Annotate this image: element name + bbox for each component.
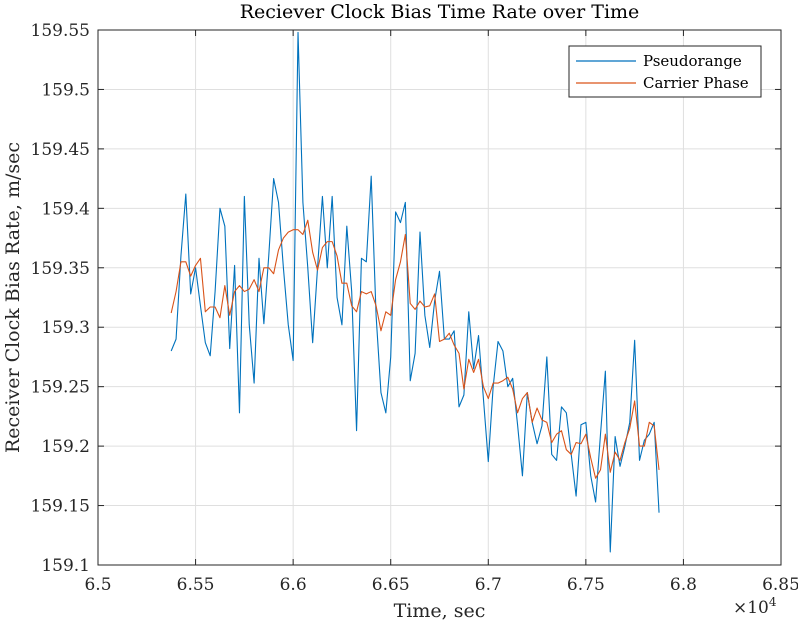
legend-label-carrier-phase: Carrier Phase bbox=[643, 74, 749, 92]
y-tick-label: 159.25 bbox=[31, 378, 90, 398]
ticks: 6.5 6.55 6.6 6.65 6.7 6.75 6.8 6.85 159.1 159.15 1… bbox=[31, 21, 798, 595]
x-tick-label: 6.5 bbox=[84, 575, 111, 595]
y-tick-label: 159.15 bbox=[31, 497, 90, 517]
x-tick-label: 6.8 bbox=[670, 575, 697, 595]
x-axis-title: Time, sec bbox=[394, 600, 486, 622]
x-exponent-label: ×104 bbox=[733, 595, 777, 618]
x-tick-label: 6.75 bbox=[567, 575, 605, 595]
y-tick-label: 159.2 bbox=[41, 437, 90, 457]
y-tick-label: 159.5 bbox=[41, 80, 90, 100]
x-tick-label: 6.55 bbox=[177, 575, 215, 595]
y-tick-label: 159.45 bbox=[31, 140, 90, 160]
plot-area bbox=[98, 30, 781, 565]
chart-title: Reciever Clock Bias Time Rate over Time bbox=[240, 1, 640, 23]
series-line-carrier-phase bbox=[170, 219, 660, 479]
y-tick-label: 159.35 bbox=[31, 259, 90, 279]
x-tick-label: 6.7 bbox=[475, 575, 502, 595]
series-line-pseudorange bbox=[170, 31, 660, 553]
y-tick-label: 159.3 bbox=[41, 318, 90, 338]
y-tick-label: 159.55 bbox=[31, 21, 90, 41]
legend-label-pseudorange: Pseudorange bbox=[643, 52, 742, 70]
y-tick-label: 159.4 bbox=[41, 199, 90, 219]
legend-box bbox=[568, 45, 762, 98]
legend: Pseudorange Carrier Phase bbox=[568, 45, 762, 98]
y-tick-label: 159.1 bbox=[41, 556, 90, 576]
x-tick-label: 6.65 bbox=[372, 575, 410, 595]
y-axis-title: Receiver Clock Bias Rate, m/sec bbox=[2, 142, 24, 453]
x-tick-label: 6.85 bbox=[762, 575, 798, 595]
series-layer bbox=[170, 31, 660, 553]
axes-box bbox=[97, 29, 782, 566]
x-tick-label: 6.6 bbox=[280, 575, 307, 595]
